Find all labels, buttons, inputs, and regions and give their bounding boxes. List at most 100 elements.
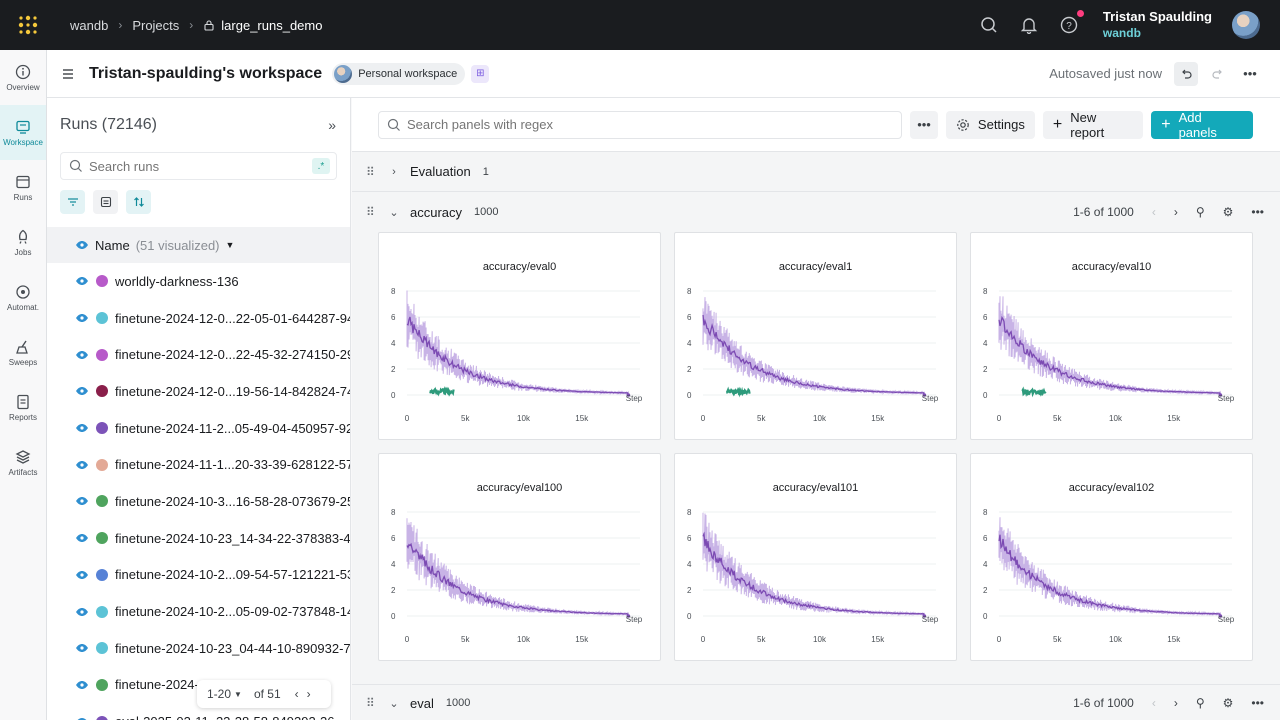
chevron-down-icon[interactable]: ⌄	[389, 206, 399, 219]
drag-handle-icon[interactable]: ⠿	[366, 205, 375, 219]
workspace-type-badge[interactable]: Personal workspace	[332, 62, 466, 85]
series-line[interactable]	[702, 314, 925, 394]
eye-icon[interactable]	[75, 386, 89, 396]
run-name[interactable]: finetune-2024-10-23_14-34-22-378383-4	[115, 530, 350, 546]
search-icon[interactable]	[979, 15, 999, 35]
eye-icon[interactable]	[75, 423, 89, 433]
eye-icon[interactable]	[75, 240, 89, 250]
run-color-dot[interactable]	[96, 532, 108, 545]
more-options-icon[interactable]: •••	[1251, 205, 1264, 219]
chevron-left-icon[interactable]: ‹	[1151, 205, 1156, 219]
run-color-dot[interactable]	[96, 348, 108, 361]
collapse-sidebar-icon[interactable]: »	[328, 117, 336, 133]
run-color-dot[interactable]	[96, 275, 108, 288]
caret-down-icon[interactable]: ▼	[225, 240, 235, 250]
sort-icon[interactable]	[126, 190, 151, 214]
rail-item-automat[interactable]: Automat.	[0, 270, 46, 325]
eye-icon[interactable]	[75, 533, 89, 543]
line-chart[interactable]: 8 6 4 2 0 0 5k 10k 15k Step	[379, 454, 662, 662]
series-line-green[interactable]	[429, 386, 455, 397]
hamburger-menu-icon[interactable]	[47, 68, 89, 80]
run-color-dot[interactable]	[96, 605, 108, 618]
run-row[interactable]: finetune-2024-12-0...19-56-14-842824-74	[47, 373, 350, 410]
line-chart[interactable]: 8 6 4 2 0 0 5k 10k 15k Step	[971, 233, 1254, 441]
run-row[interactable]: finetune-2024-...5	[47, 667, 350, 704]
new-report-button[interactable]: + New report	[1042, 110, 1144, 140]
run-name[interactable]: finetune-2024-10-3...16-58-28-073679-25	[115, 493, 350, 509]
line-chart[interactable]: 8 6 4 2 0 0 5k 10k 15k Step	[675, 233, 958, 441]
run-name[interactable]: finetune-2024-10-23_04-44-10-890932-7	[115, 640, 350, 656]
undo-button[interactable]	[1174, 61, 1198, 86]
drag-handle-icon[interactable]: ⠿	[366, 696, 375, 710]
run-row[interactable]: finetune-2024-10-23_14-34-22-378383-4	[47, 520, 350, 557]
run-name[interactable]: finetune-2024-10-2...05-09-02-737848-14	[115, 604, 350, 620]
rail-item-workspace[interactable]: Workspace	[0, 105, 46, 160]
series-line-green[interactable]	[725, 386, 751, 398]
pin-icon[interactable]: ⚲	[1195, 696, 1205, 710]
run-row[interactable]: finetune-2024-12-0...22-45-32-274150-29	[47, 336, 350, 373]
run-row[interactable]: finetune-2024-10-2...09-54-57-121221-53	[47, 557, 350, 594]
section-eval-header[interactable]: ⠿ ⌄ eval 1000 1-6 of 1000 ‹ › ⚲ ⚙ •••	[352, 685, 1280, 720]
pin-icon[interactable]: ⚲	[1195, 205, 1205, 219]
chevron-left-icon[interactable]: ‹	[294, 687, 299, 701]
run-name[interactable]: eval-2025-02-11_22-28-58-849292-26	[115, 714, 334, 720]
run-color-dot[interactable]	[96, 678, 108, 691]
run-name[interactable]: finetune-2024-11-1...20-33-39-628122-57	[115, 457, 350, 473]
line-chart[interactable]: 8 6 4 2 0 0 5k 10k 15k Step	[379, 233, 662, 441]
breadcrumb-projects[interactable]: Projects	[132, 17, 180, 33]
group-icon[interactable]	[93, 190, 118, 214]
run-color-dot[interactable]	[96, 385, 108, 398]
series-line[interactable]	[406, 542, 629, 615]
series-line[interactable]	[702, 531, 925, 615]
line-chart[interactable]: 8 6 4 2 0 0 5k 10k 15k Step	[675, 454, 958, 662]
wandb-logo-icon[interactable]	[0, 0, 56, 50]
series-line[interactable]	[998, 315, 1221, 394]
eye-icon[interactable]	[75, 717, 89, 720]
add-panels-button[interactable]: + Add panels	[1151, 110, 1253, 140]
drag-handle-icon[interactable]: ⠿	[366, 164, 375, 179]
section-accuracy[interactable]: ⠿ ⌄ accuracy 1000 1-6 of 1000 ‹ › ⚲ ⚙ ••…	[352, 192, 1280, 232]
help-icon[interactable]: ?	[1059, 10, 1084, 35]
chart-panel[interactable]: accuracy/eval0 8 6 4 2 0 0 5k 10k 15k Step	[378, 232, 661, 440]
eye-icon[interactable]	[75, 350, 89, 360]
rail-item-runs[interactable]: Runs	[0, 160, 46, 215]
more-options-icon[interactable]: •••	[1251, 696, 1264, 710]
settings-button[interactable]: Settings	[945, 110, 1035, 139]
run-row[interactable]: finetune-2024-10-23_04-44-10-890932-7	[47, 630, 350, 667]
run-name[interactable]: finetune-2024-12-0...19-56-14-842824-74	[115, 383, 350, 399]
breadcrumb-entity[interactable]: wandb	[70, 17, 109, 33]
run-name[interactable]: finetune-2024-...5	[115, 677, 217, 693]
rail-item-sweeps[interactable]: Sweeps	[0, 325, 46, 380]
regex-toggle[interactable]: .*	[312, 158, 330, 174]
series-line[interactable]	[406, 316, 629, 394]
run-row[interactable]: worldly-darkness-136	[47, 263, 350, 300]
chevron-right-icon[interactable]: ›	[1173, 205, 1178, 219]
eye-icon[interactable]	[75, 570, 89, 580]
filter-icon[interactable]	[60, 190, 85, 214]
chevron-right-icon[interactable]: ›	[306, 687, 311, 701]
run-color-dot[interactable]	[96, 715, 108, 720]
chart-panel[interactable]: accuracy/eval1 8 6 4 2 0 0 5k 10k 15k Step	[674, 232, 957, 440]
series-line[interactable]	[998, 534, 1221, 615]
line-chart[interactable]: 8 6 4 2 0 0 5k 10k 15k Step	[971, 454, 1254, 662]
chart-panel[interactable]: accuracy/eval10 8 6 4 2 0 0 5k 10k 15k Step	[970, 232, 1253, 440]
run-color-dot[interactable]	[96, 642, 108, 655]
avatar[interactable]	[1232, 11, 1260, 39]
caret-down-icon[interactable]: ▼	[234, 689, 242, 699]
series-line-green[interactable]	[1021, 386, 1047, 398]
run-row[interactable]: finetune-2024-11-1...20-33-39-628122-57	[47, 446, 350, 483]
run-color-dot[interactable]	[96, 458, 108, 471]
redo-button[interactable]	[1206, 62, 1230, 86]
run-name[interactable]: worldly-darkness-136	[115, 273, 239, 289]
chart-panel[interactable]: accuracy/eval101 8 6 4 2 0 0 5k 10k 15k Step	[674, 453, 957, 661]
gear-icon[interactable]: ⚙	[1222, 696, 1234, 710]
eye-icon[interactable]	[75, 460, 89, 470]
run-color-dot[interactable]	[96, 422, 108, 435]
chevron-left-icon[interactable]: ‹	[1151, 696, 1156, 710]
rail-item-jobs[interactable]: Jobs	[0, 215, 46, 270]
more-options-icon[interactable]: •••	[910, 110, 938, 139]
gear-icon[interactable]: ⚙	[1222, 205, 1234, 219]
panel-search-input[interactable]	[407, 117, 894, 132]
breadcrumb-project[interactable]: large_runs_demo	[203, 18, 322, 33]
run-row[interactable]: finetune-2024-12-0...22-05-01-644287-94	[47, 300, 350, 337]
